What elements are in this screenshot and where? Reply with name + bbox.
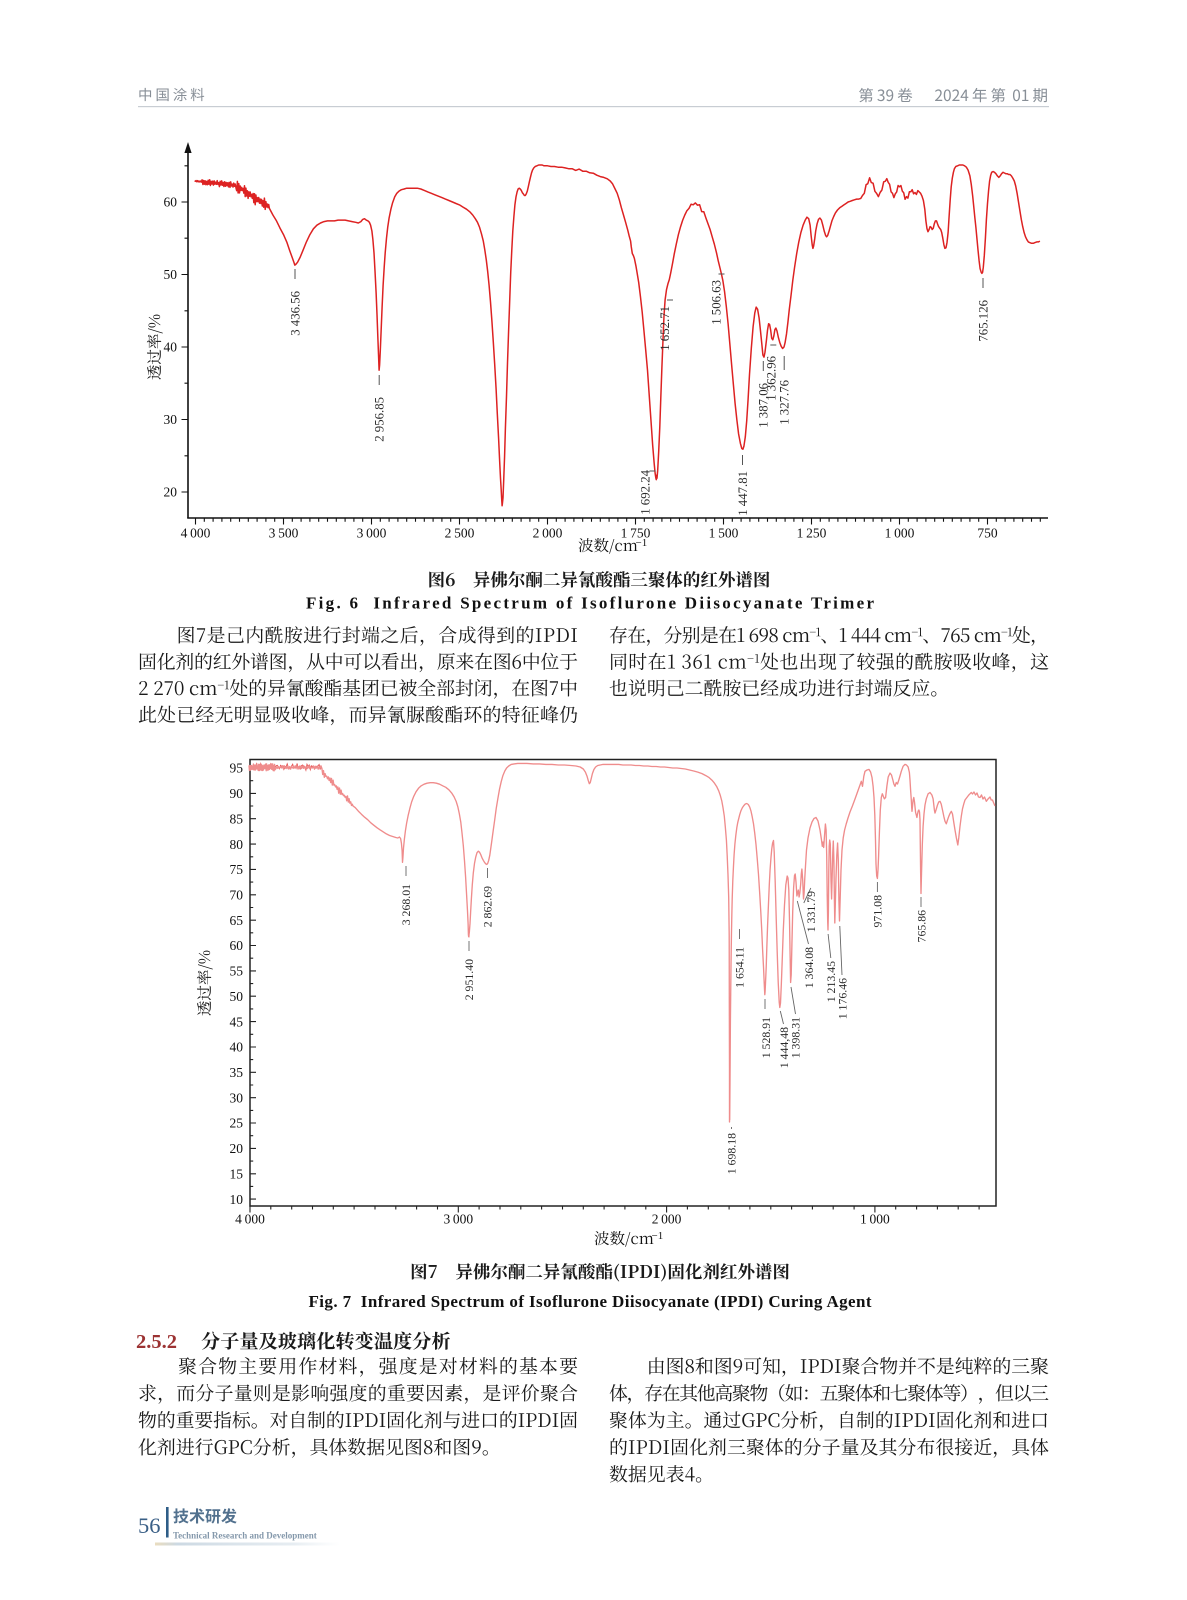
svg-text:750: 750 [977, 526, 998, 541]
svg-text:70: 70 [230, 888, 244, 903]
svg-text:1 331.79: 1 331.79 [804, 891, 818, 932]
svg-text:90: 90 [230, 786, 244, 801]
svg-text:2 862.69: 2 862.69 [481, 886, 495, 927]
svg-text:30: 30 [164, 412, 178, 427]
svg-text:3 268.01: 3 268.01 [399, 884, 413, 925]
svg-text:1 327.76: 1 327.76 [778, 379, 792, 424]
svg-text:20: 20 [230, 1141, 244, 1156]
svg-text:1 000: 1 000 [860, 1212, 890, 1227]
svg-text:4 000: 4 000 [235, 1212, 265, 1227]
svg-text:1 654.11: 1 654.11 [733, 947, 747, 988]
svg-text:2.5.2: 2.5.2 [136, 1331, 177, 1353]
svg-text:1 692.24: 1 692.24 [638, 469, 652, 514]
svg-text:1 250: 1 250 [797, 526, 827, 541]
svg-text:2 000: 2 000 [652, 1212, 682, 1227]
svg-text:30: 30 [230, 1090, 244, 1105]
svg-text:20: 20 [164, 485, 178, 500]
svg-text:40: 40 [230, 1040, 244, 1055]
svg-text:2 000: 2 000 [533, 526, 563, 541]
svg-text:2 956.85: 2 956.85 [373, 397, 387, 442]
svg-text:1 000: 1 000 [885, 526, 915, 541]
svg-text:−1: −1 [636, 537, 648, 549]
svg-text:60: 60 [164, 195, 178, 210]
svg-text:−1: −1 [652, 1230, 664, 1242]
svg-text:1 444,48: 1 444,48 [777, 1027, 791, 1068]
svg-text:1 447.81: 1 447.81 [736, 471, 750, 516]
svg-text:Fig. 7 Infrared Spectrum of I: Fig. 7 Infrared Spectrum of Isoflurone D… [309, 1292, 872, 1311]
svg-text:10: 10 [230, 1192, 244, 1207]
svg-text:75: 75 [230, 862, 244, 877]
svg-text:60: 60 [230, 938, 244, 953]
svg-text:4 000: 4 000 [181, 526, 211, 541]
svg-text:45: 45 [230, 1014, 244, 1029]
svg-text:15: 15 [230, 1167, 244, 1182]
svg-text:1 213.45: 1 213.45 [824, 961, 838, 1002]
svg-text:1 750: 1 750 [621, 526, 651, 541]
svg-text:2 951.40: 2 951.40 [462, 959, 476, 1000]
svg-text:1 362.96: 1 362.96 [765, 355, 779, 400]
svg-text:1 387.06: 1 387.06 [757, 382, 771, 427]
svg-text:40: 40 [164, 340, 178, 355]
svg-text:25: 25 [230, 1116, 244, 1131]
svg-text:1 698.18: 1 698.18 [724, 1133, 738, 1174]
svg-text:971.08: 971.08 [871, 895, 885, 928]
svg-text:50: 50 [230, 989, 244, 1004]
svg-text:765.86: 765.86 [914, 910, 928, 943]
svg-text:85: 85 [230, 811, 244, 826]
svg-text:56: 56 [138, 1513, 161, 1538]
svg-text:3 000: 3 000 [357, 526, 387, 541]
svg-text:1 528.91: 1 528.91 [759, 1017, 773, 1058]
svg-text:2 500: 2 500 [445, 526, 475, 541]
svg-text:80: 80 [230, 837, 244, 852]
svg-text:55: 55 [230, 964, 244, 979]
svg-text:65: 65 [230, 913, 244, 928]
svg-text:1 364.08: 1 364.08 [802, 947, 816, 988]
svg-text:1 398.31: 1 398.31 [788, 1017, 802, 1058]
svg-text:Technical Research and Develop: Technical Research and Development [173, 1531, 317, 1541]
svg-text:3 436.56: 3 436.56 [288, 290, 302, 335]
svg-text:35: 35 [230, 1065, 244, 1080]
svg-text:1 506.63: 1 506.63 [709, 280, 723, 325]
svg-text:3 500: 3 500 [269, 526, 299, 541]
svg-text:1 176.46: 1 176.46 [835, 978, 849, 1019]
svg-text:50: 50 [164, 267, 178, 282]
svg-text:1 652.71: 1 652.71 [658, 306, 672, 351]
svg-text:765.126: 765.126 [976, 299, 990, 341]
svg-text:95: 95 [230, 761, 244, 776]
svg-text:1 500: 1 500 [709, 526, 739, 541]
svg-text:Fig. 6 Infrared Spectrum of I: Fig. 6 Infrared Spectrum of Isoflurone D… [306, 594, 874, 613]
svg-text:3 000: 3 000 [443, 1212, 473, 1227]
